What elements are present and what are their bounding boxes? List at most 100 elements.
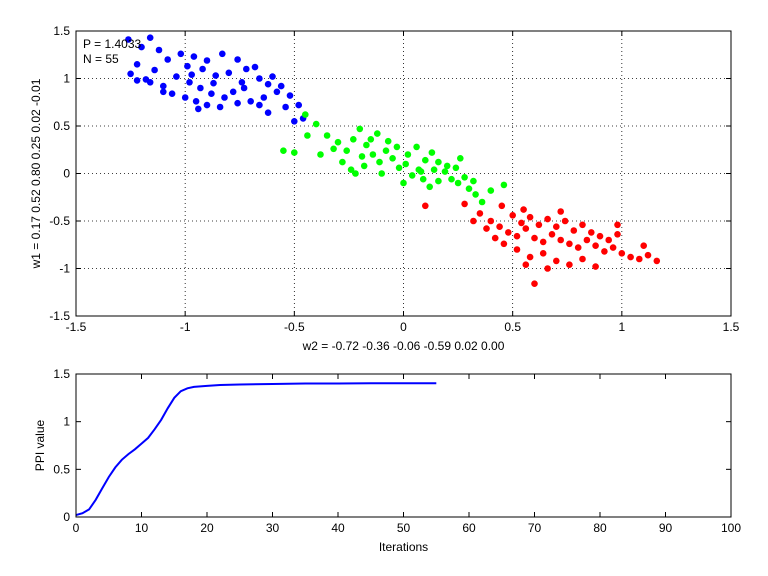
x-tick-label: -1.5	[66, 320, 87, 334]
data-point	[461, 200, 468, 208]
data-point	[487, 217, 495, 225]
data-point	[127, 70, 134, 78]
n-annotation: N = 55	[83, 52, 119, 66]
x-axis-label: Iterations	[379, 540, 428, 554]
scatter-points	[125, 34, 661, 288]
data-point	[457, 155, 464, 162]
data-point	[282, 103, 289, 111]
data-point	[389, 155, 396, 162]
data-point	[441, 168, 449, 175]
x-tick-label: 50	[397, 521, 411, 535]
x-tick-label: -1	[180, 320, 191, 334]
data-point	[522, 261, 530, 269]
data-point	[225, 69, 233, 77]
ppi-series-line	[75, 382, 437, 517]
data-point	[173, 73, 180, 80]
data-point	[256, 101, 263, 109]
x-tick-label: 40	[331, 521, 345, 535]
data-point	[402, 160, 410, 168]
data-point	[203, 101, 211, 109]
data-point	[601, 248, 608, 255]
y-tick-label: 1	[63, 72, 70, 86]
data-point	[291, 118, 298, 125]
data-point	[221, 94, 228, 101]
y-tick-label: 1	[63, 415, 70, 429]
data-point	[192, 98, 200, 105]
axes-box	[75, 373, 732, 518]
data-point	[400, 179, 407, 187]
data-point	[566, 261, 573, 269]
data-point	[520, 206, 527, 213]
data-point	[238, 79, 246, 86]
data-point	[125, 36, 132, 43]
data-point	[280, 147, 287, 154]
data-point	[419, 175, 427, 183]
data-point	[363, 141, 370, 149]
data-point	[312, 120, 320, 128]
data-point	[369, 151, 377, 158]
data-point	[378, 170, 386, 177]
data-point	[472, 191, 479, 198]
data-point	[155, 46, 163, 54]
x-tick-label: 100	[721, 521, 741, 535]
data-point	[553, 223, 560, 230]
data-point	[428, 149, 436, 156]
data-point	[168, 90, 176, 97]
data-point	[367, 136, 375, 143]
data-point	[644, 251, 652, 259]
data-point	[574, 244, 582, 251]
data-point	[588, 229, 595, 236]
data-point	[583, 236, 591, 244]
data-point	[417, 168, 425, 175]
data-point	[216, 103, 224, 111]
data-point	[133, 77, 141, 84]
data-point	[496, 223, 503, 230]
y-tick-label: 0.5	[53, 462, 70, 476]
data-point	[302, 111, 309, 118]
data-point	[304, 132, 311, 139]
x-tick-label: 70	[528, 521, 542, 535]
data-point	[291, 149, 298, 156]
y-axis-label: PPI value	[33, 419, 47, 471]
data-point	[561, 217, 569, 225]
data-point	[184, 62, 191, 70]
data-point	[461, 174, 468, 181]
data-point	[188, 71, 195, 78]
x-tick-label: 30	[266, 521, 280, 535]
data-point	[430, 166, 438, 173]
data-point	[579, 221, 586, 229]
data-point	[164, 56, 171, 63]
data-point	[234, 56, 241, 63]
data-point	[197, 84, 204, 92]
data-point	[544, 265, 551, 272]
data-point	[212, 72, 219, 79]
data-point	[509, 212, 516, 219]
y-tick-label: -0.5	[49, 214, 70, 228]
data-point	[395, 164, 403, 172]
data-point	[146, 79, 154, 86]
data-point	[295, 101, 303, 109]
data-point	[247, 98, 254, 105]
x-tick-label: 0	[400, 320, 407, 334]
y-tick-label: 0	[63, 510, 70, 524]
data-point	[334, 138, 342, 146]
data-point	[500, 240, 508, 248]
data-point	[350, 136, 357, 143]
data-point	[374, 130, 381, 137]
data-point	[199, 65, 206, 73]
data-point	[476, 210, 484, 217]
data-point	[210, 79, 217, 87]
data-point	[273, 88, 281, 96]
data-point	[454, 179, 462, 187]
data-point	[195, 105, 202, 113]
data-point	[240, 84, 248, 92]
data-point	[548, 231, 556, 238]
data-point	[531, 280, 538, 288]
y-axis-label: w1 = 0.17 0.52 0.80 0.25 0.02 -0.01	[29, 78, 43, 269]
data-point	[186, 79, 193, 86]
data-point	[526, 213, 534, 221]
data-point	[539, 238, 547, 246]
y-tick-label: 1.5	[53, 24, 70, 38]
data-point	[376, 158, 383, 166]
data-point	[133, 61, 141, 68]
